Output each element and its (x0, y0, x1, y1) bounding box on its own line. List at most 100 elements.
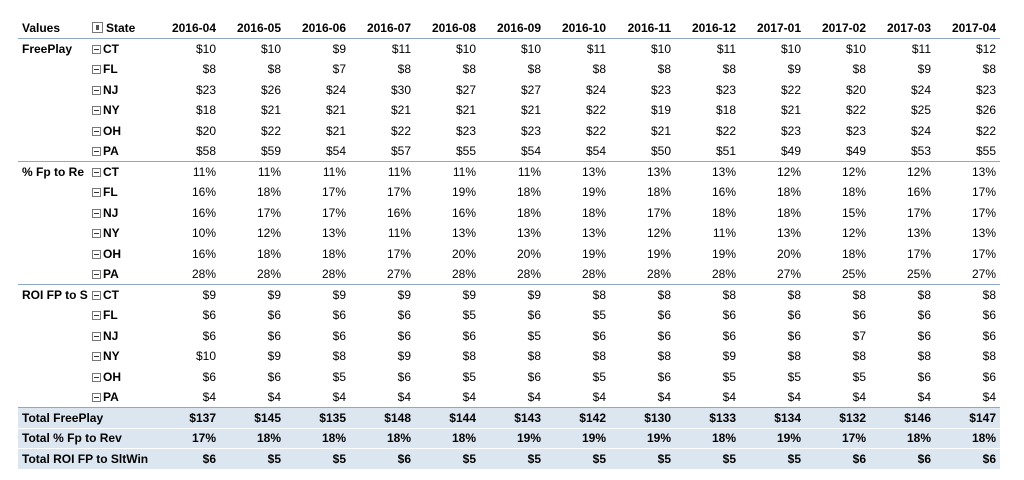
data-row: PA $4 $4 $4 $4 $4 $4 $4 $4 $4 $4 $4 $4 $4 (18, 387, 1000, 408)
state-cell: NJ (88, 326, 155, 347)
collapse-button[interactable] (92, 372, 101, 382)
value-cell: $6 (722, 328, 736, 343)
value-cell: $58 (195, 144, 216, 158)
collapse-button[interactable] (92, 352, 101, 362)
collapse-button[interactable] (92, 85, 101, 95)
state-cell: CT (88, 161, 155, 182)
value-cell: $8 (332, 349, 346, 364)
value-cell: $8 (592, 349, 606, 364)
value-cell: $8 (462, 62, 476, 77)
state-label: PA (103, 144, 119, 158)
total-cell: $146 (870, 407, 935, 428)
value-cell: 17% (321, 205, 346, 220)
value-cell: $6 (982, 308, 996, 323)
value-cell: $11 (675, 38, 740, 59)
collapse-button[interactable] (92, 147, 101, 156)
value-cell: $6 (657, 328, 671, 343)
collapse-button[interactable] (92, 270, 101, 279)
value-cell: $6 (527, 369, 541, 384)
value-cell: $26 (260, 82, 281, 97)
value-cell: $8 (935, 284, 1000, 305)
value-cell: $24 (910, 82, 931, 97)
collapse-button[interactable] (92, 65, 101, 75)
total-cell: $130 (610, 407, 675, 428)
value-cell: 17% (971, 185, 996, 200)
value-cell: 12% (805, 161, 870, 182)
value-cell: $4 (462, 390, 476, 404)
value-cell: 17% (971, 205, 996, 220)
value-cell: 11% (220, 161, 285, 182)
value-cell: 11% (712, 226, 736, 241)
total-cell: $5 (285, 448, 350, 469)
collapse-button[interactable] (92, 311, 101, 321)
collapse-button[interactable] (92, 106, 101, 116)
collapse-button[interactable] (92, 168, 101, 177)
collapse-button[interactable] (92, 45, 101, 54)
state-label: FL (103, 185, 118, 200)
state-cell: CT (88, 38, 155, 59)
value-cell: $9 (397, 349, 411, 364)
data-row: FL $6 $6 $6 $6 $5 $6 $5 $6 $6 $6 $6 $6 $6 (18, 305, 1000, 326)
state-header[interactable]: State (88, 18, 155, 39)
collapse-button[interactable] (92, 208, 101, 218)
value-cell: $5 (722, 369, 736, 384)
value-cell: $8 (675, 284, 740, 305)
total-cell: $5 (220, 448, 285, 469)
value-cell: $8 (527, 349, 541, 364)
state-cell: CT (88, 284, 155, 305)
value-cell: $8 (870, 284, 935, 305)
value-cell: $51 (715, 144, 736, 158)
collapse-button[interactable] (92, 291, 101, 300)
group-cell (18, 387, 88, 408)
value-cell: $6 (787, 308, 801, 323)
collapse-button[interactable] (92, 331, 101, 341)
collapse-button[interactable] (92, 249, 101, 259)
value-cell: $9 (267, 349, 281, 364)
data-row: NJ $6 $6 $6 $6 $6 $5 $6 $6 $6 $6 $7 $6 $6 (18, 326, 1000, 347)
collapse-button[interactable] (92, 126, 101, 136)
value-cell: 12% (740, 161, 805, 182)
collapse-button[interactable] (92, 188, 101, 198)
collapse-button[interactable] (92, 229, 101, 239)
header-row: Values State 2016-04 2016-05 2016-06 2016-0… (18, 18, 1000, 39)
value-cell: $6 (917, 308, 931, 323)
total-cell: $148 (350, 407, 415, 428)
value-cell: $22 (780, 82, 801, 97)
month-header: 2016-11 (610, 18, 675, 39)
value-cell: 18% (256, 246, 281, 261)
value-cell: $6 (332, 328, 346, 343)
value-cell: $26 (975, 103, 996, 118)
total-cell: $5 (545, 448, 610, 469)
collapse-button[interactable] (92, 393, 101, 402)
value-cell: $20 (195, 123, 216, 138)
filter-icon[interactable] (92, 22, 103, 33)
month-header: 2017-04 (935, 18, 1000, 39)
value-cell: $10 (220, 38, 285, 59)
value-cell: $59 (260, 144, 281, 158)
value-cell: $4 (917, 390, 931, 404)
value-cell: $6 (722, 308, 736, 323)
total-cell: 19% (545, 427, 610, 449)
value-cell: 11% (350, 161, 415, 182)
value-cell: 11% (480, 161, 545, 182)
group-label: FreePlay (18, 38, 88, 59)
value-cell: 13% (516, 226, 541, 241)
value-cell: 17% (386, 246, 411, 261)
value-cell: 13% (321, 226, 346, 241)
pivot-table: Values State 2016-04 2016-05 2016-06 2016-0… (18, 18, 1000, 469)
group-cell (18, 100, 88, 121)
value-cell: $8 (592, 62, 606, 77)
data-row: PA 28% 28% 28% 27% 28% 28% 28% 28% 28% 27% 25% 25% 27… (18, 264, 1000, 285)
value-cell: $6 (592, 328, 606, 343)
month-header: 2016-07 (350, 18, 415, 39)
data-row: % Fp to Re CT 11% 11% 11% 11% 11% 11% 13% 13% 13% 1… (18, 161, 1000, 182)
value-cell: $9 (285, 284, 350, 305)
value-cell: 17% (386, 185, 411, 200)
value-cell: $10 (610, 38, 675, 59)
value-cell: $22 (390, 123, 411, 138)
state-label: OH (103, 369, 121, 384)
value-cell: $8 (527, 62, 541, 77)
value-cell: $8 (722, 62, 736, 77)
value-cell: $23 (650, 82, 671, 97)
value-cell: $5 (787, 369, 801, 384)
